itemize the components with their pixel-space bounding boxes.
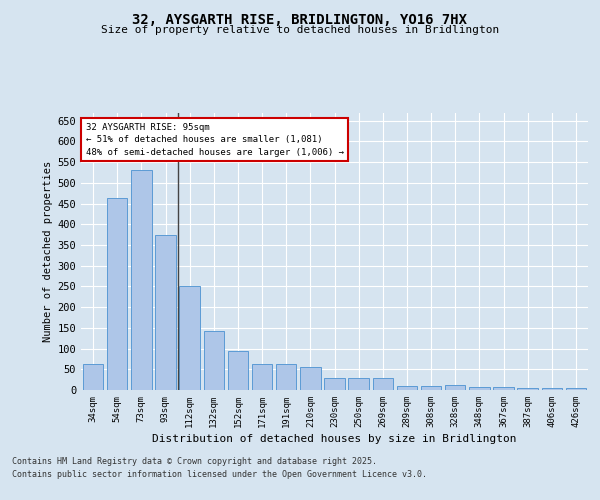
X-axis label: Distribution of detached houses by size in Bridlington: Distribution of detached houses by size …: [152, 434, 517, 444]
Bar: [324, 378, 345, 390]
Bar: [566, 388, 586, 390]
Bar: [155, 234, 176, 390]
Bar: [300, 367, 320, 390]
Bar: [397, 386, 417, 390]
Text: Contains public sector information licensed under the Open Government Licence v3: Contains public sector information licen…: [12, 470, 427, 479]
Bar: [227, 350, 248, 390]
Bar: [203, 331, 224, 390]
Y-axis label: Number of detached properties: Number of detached properties: [43, 160, 53, 342]
Bar: [421, 386, 442, 390]
Bar: [493, 387, 514, 390]
Bar: [131, 170, 152, 390]
Bar: [252, 364, 272, 390]
Text: Contains HM Land Registry data © Crown copyright and database right 2025.: Contains HM Land Registry data © Crown c…: [12, 458, 377, 466]
Bar: [469, 387, 490, 390]
Text: 32 AYSGARTH RISE: 95sqm
← 51% of detached houses are smaller (1,081)
48% of semi: 32 AYSGARTH RISE: 95sqm ← 51% of detache…: [86, 123, 344, 157]
Bar: [517, 388, 538, 390]
Text: 32, AYSGARTH RISE, BRIDLINGTON, YO16 7HX: 32, AYSGARTH RISE, BRIDLINGTON, YO16 7HX: [133, 12, 467, 26]
Bar: [107, 198, 127, 390]
Bar: [349, 378, 369, 390]
Bar: [179, 286, 200, 390]
Bar: [373, 378, 393, 390]
Text: Size of property relative to detached houses in Bridlington: Size of property relative to detached ho…: [101, 25, 499, 35]
Bar: [83, 364, 103, 390]
Bar: [542, 388, 562, 390]
Bar: [445, 385, 466, 390]
Bar: [276, 364, 296, 390]
